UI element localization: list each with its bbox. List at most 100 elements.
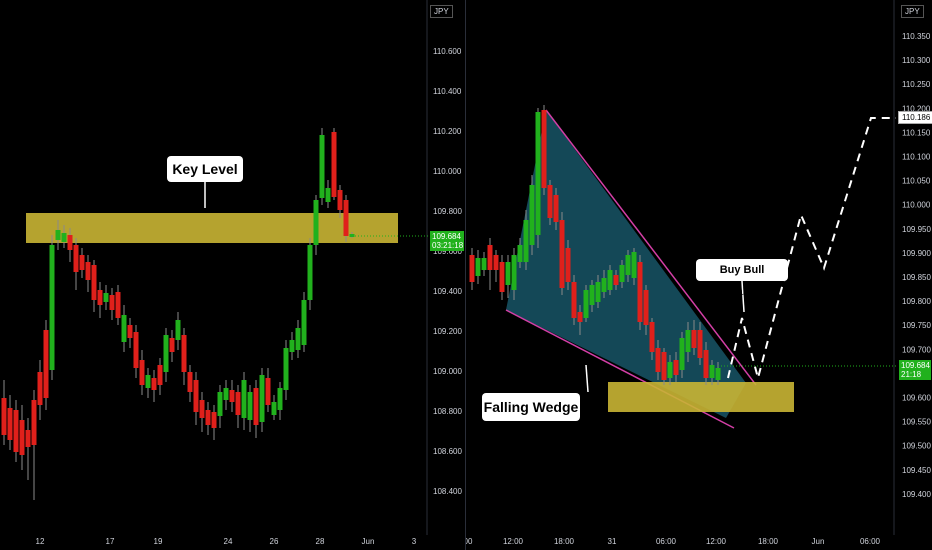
- candle-body: [55, 230, 61, 240]
- candle-body: [193, 380, 199, 412]
- candle-body: [121, 315, 127, 342]
- right-price-tick-label: 109.600: [902, 394, 931, 403]
- falling-wedge-label: Falling Wedge: [483, 399, 579, 415]
- left-last-price: 109.684: [432, 232, 461, 241]
- candle-body: [289, 340, 295, 352]
- candle-body: [133, 332, 139, 368]
- candle-body: [67, 235, 73, 250]
- left-price-tick-label: 109.000: [433, 367, 462, 376]
- left-time-tick-label: 17: [106, 537, 115, 546]
- candle-body: [589, 285, 595, 305]
- left-price-tick-label: 108.400: [433, 487, 462, 496]
- candle-body: [691, 330, 697, 348]
- candle-body: [319, 135, 325, 198]
- candle-body: [619, 265, 625, 282]
- left-time-tick-label: 12: [36, 537, 45, 546]
- right-time-tick-label: 31: [608, 537, 617, 546]
- projected-price-path: [727, 117, 896, 382]
- candle-body: [7, 408, 13, 440]
- right-price-tick-label: 109.700: [902, 345, 931, 354]
- left-price-tick-label: 109.400: [433, 287, 462, 296]
- candle-body: [163, 335, 169, 372]
- candle-body: [139, 360, 145, 385]
- candle-body: [235, 392, 241, 415]
- key-level-zone: [26, 213, 398, 243]
- candle-body: [19, 420, 25, 455]
- candle-body: [283, 348, 289, 390]
- left-time-tick-label: 26: [270, 537, 279, 546]
- candle-body: [253, 388, 259, 425]
- candle-body: [523, 220, 529, 262]
- candle-body: [559, 220, 565, 288]
- candle-body: [187, 372, 193, 392]
- candle-body: [673, 360, 679, 375]
- candle-body: [583, 290, 589, 318]
- right-chart-canvas[interactable]: 110.350 110.300 110.250 110.200 110.150 110.1…: [466, 0, 932, 550]
- left-time-tick-label: 24: [224, 537, 233, 546]
- wedge-upper-line: [545, 109, 757, 386]
- left-price-tick-label: 109.600: [433, 247, 462, 256]
- candle-body: [667, 362, 673, 378]
- left-chart-panel[interactable]: 110.600 110.400 110.200 110.000 109.800 109.6…: [0, 0, 466, 550]
- left-price-tick-label: 109.800: [433, 207, 462, 216]
- right-last-price-tag: 109.684 21:18: [899, 360, 931, 380]
- candle-body: [169, 338, 175, 352]
- left-symbol-text: JPY: [434, 7, 449, 16]
- candle-body: [661, 352, 667, 380]
- left-time-tick-label: 19: [154, 537, 163, 546]
- candle-body: [313, 200, 319, 245]
- candle-body: [529, 185, 535, 245]
- candle-body: [475, 258, 481, 276]
- candle-body: [505, 262, 511, 285]
- right-price-tick-label: 110.250: [902, 80, 931, 89]
- left-price-tick-label: 109.200: [433, 327, 462, 336]
- candle-body: [631, 252, 637, 278]
- candle-body: [43, 330, 49, 398]
- right-time-tick-label: 06:00: [860, 537, 881, 546]
- candle-body: [217, 392, 223, 416]
- right-price-tick-label: 109.500: [902, 442, 931, 451]
- left-time-tick-label: Jun: [362, 537, 375, 546]
- candle-body: [709, 365, 715, 378]
- candle-body: [511, 255, 517, 290]
- right-price-tick-label: 109.450: [902, 466, 931, 475]
- candle-body: [49, 245, 55, 370]
- candle-body: [127, 325, 133, 338]
- candle-body: [37, 372, 43, 405]
- right-time-tick-label: Jun: [812, 537, 825, 546]
- candle-body: [61, 233, 67, 242]
- right-chart-panel[interactable]: 110.350 110.300 110.250 110.200 110.150 110.1…: [466, 0, 932, 550]
- right-last-price: 109.684: [901, 361, 930, 370]
- candle-body: [469, 255, 475, 282]
- left-symbol-badge: JPY: [430, 5, 453, 18]
- panel-divider[interactable]: [465, 0, 466, 550]
- right-price-tick-label: 110.350: [902, 32, 931, 41]
- candle-body: [91, 265, 97, 300]
- left-chart-canvas[interactable]: 110.600 110.400 110.200 110.000 109.800 109.6…: [0, 0, 466, 550]
- candle-body: [1, 398, 7, 435]
- candle-body: [535, 112, 541, 235]
- right-symbol-text: JPY: [905, 7, 920, 16]
- right-price-tick-label: 110.100: [902, 153, 931, 162]
- candle-body: [175, 320, 181, 340]
- candle-body: [541, 110, 547, 188]
- falling-wedge-callout[interactable]: Falling Wedge: [482, 393, 580, 421]
- candle-body: [241, 380, 247, 418]
- candle-body: [79, 255, 85, 270]
- candle-body: [205, 410, 211, 425]
- candle-body: [601, 278, 607, 292]
- support-zone: [608, 382, 794, 412]
- candle-body: [565, 248, 571, 282]
- candle-body: [643, 290, 649, 325]
- falling-wedge-pointer: [585, 364, 589, 393]
- candle-body: [223, 388, 229, 400]
- key-level-callout[interactable]: Key Level: [167, 156, 243, 182]
- candle-body: [265, 378, 271, 405]
- candle-body: [199, 400, 205, 418]
- candle-body: [247, 392, 253, 420]
- right-price-tick-label: 109.950: [902, 225, 931, 234]
- candle-body: [625, 255, 631, 275]
- left-countdown: 03:21:18: [432, 241, 464, 250]
- target-price: 110.186: [902, 113, 931, 122]
- buy-bull-breakout-callout[interactable]: Buy Bull Breakout: [696, 259, 788, 298]
